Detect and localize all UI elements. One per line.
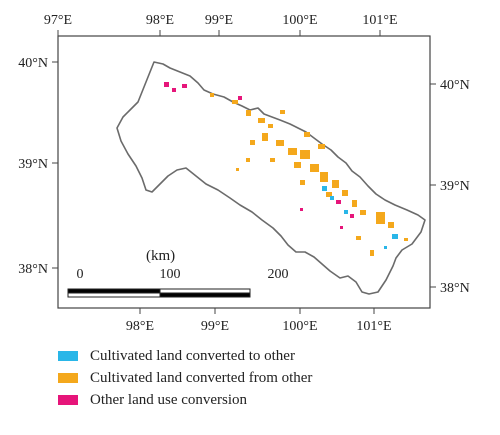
right-lat-label: 39°N: [440, 179, 470, 194]
study-area-boundary: [116, 61, 426, 295]
top-lon-label: 101°E: [362, 13, 397, 28]
left-lat-label: 38°N: [18, 262, 48, 277]
left-lat-label: 40°N: [18, 56, 48, 71]
right-lat-label: 40°N: [440, 78, 470, 93]
legend-label: Cultivated land converted from other: [90, 369, 313, 386]
top-lon-label: 98°E: [146, 13, 174, 28]
top-ticks: [57, 30, 381, 36]
bottom-ticks: [139, 308, 375, 314]
scale-bar-tick-label: 200: [268, 267, 289, 282]
other-conversion-patches: [164, 82, 354, 229]
bottom-lon-label: 100°E: [282, 319, 317, 334]
right-ticks: [430, 83, 436, 288]
top-lon-label: 99°E: [205, 13, 233, 28]
legend-swatch: [58, 351, 78, 361]
legend-item: Other land use conversion: [58, 389, 312, 411]
bottom-lon-label: 98°E: [126, 319, 154, 334]
scale-bar-unit: (km): [146, 248, 175, 264]
scale-bar-tick-label: 100: [160, 267, 181, 282]
legend-label: Cultivated land converted to other: [90, 347, 295, 364]
bottom-lon-label: 99°E: [201, 319, 229, 334]
legend-label: Other land use conversion: [90, 391, 248, 408]
legend-swatch: [58, 395, 78, 405]
scale-bar-tick-label: 0: [77, 267, 84, 282]
legend-item: Cultivated land converted from other: [58, 367, 312, 389]
bottom-lon-label: 101°E: [356, 319, 391, 334]
legend-swatch: [58, 373, 78, 383]
cultivated-to-other-patches: [322, 186, 398, 249]
left-lat-label: 39°N: [18, 157, 48, 172]
cultivated-from-other-patches: [210, 93, 408, 256]
left-ticks: [52, 61, 58, 269]
legend-item: Cultivated land converted to other: [58, 345, 312, 367]
top-lon-label: 100°E: [282, 13, 317, 28]
scale-bar: [67, 288, 251, 298]
top-lon-label: 97°E: [44, 13, 72, 28]
right-lat-label: 38°N: [440, 281, 470, 296]
legend: Cultivated land converted to other Culti…: [58, 345, 312, 411]
